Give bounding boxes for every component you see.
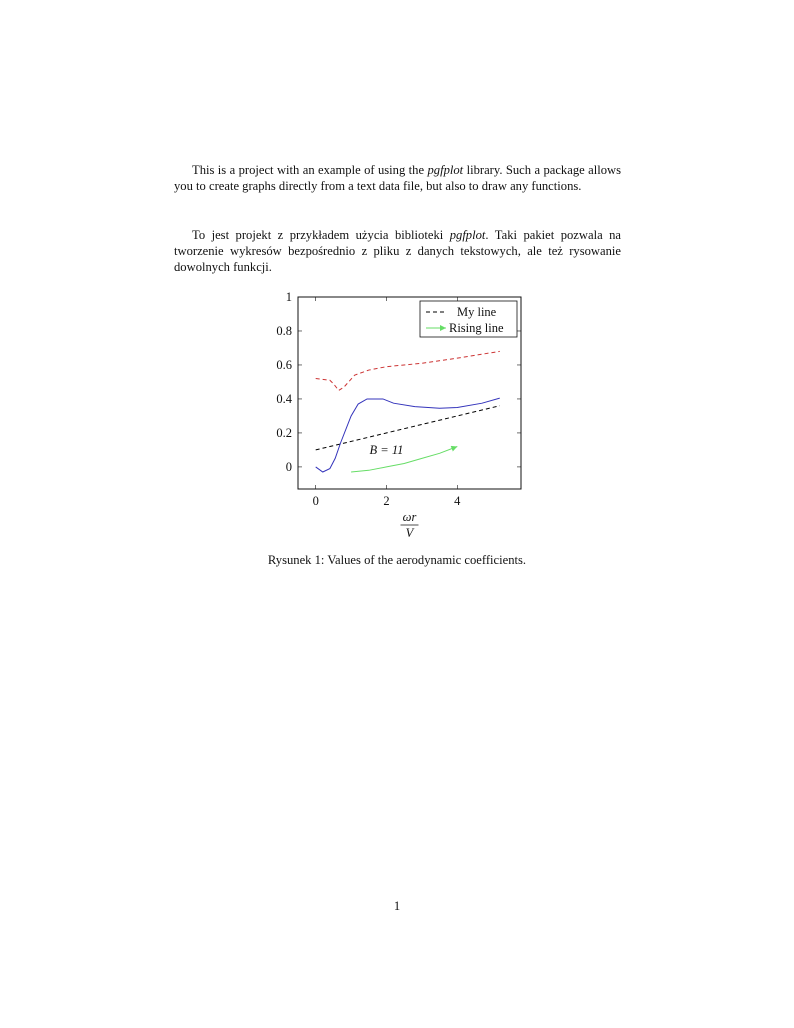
x-tick-label: 4 — [454, 494, 461, 508]
legend-label: My line — [457, 305, 497, 319]
figure-caption: Rysunek 1: Values of the aerodynamic coe… — [267, 553, 527, 567]
y-tick-label: 0.6 — [276, 358, 292, 372]
legend-label: Rising line — [449, 321, 504, 335]
paragraph-polish: To jest projekt z przykładem użycia bibl… — [174, 227, 621, 276]
series-line-3 — [315, 397, 500, 473]
y-tick-label: 0.4 — [276, 392, 292, 406]
x-axis-label-numerator: ωr — [403, 510, 417, 524]
series-line-2 — [315, 350, 500, 392]
y-tick-label: 1 — [286, 290, 292, 304]
plot-frame — [297, 296, 522, 490]
x-axis-label-denominator: V — [406, 526, 415, 540]
legend-box — [419, 300, 518, 338]
text: library. Such a package allows you to cr… — [174, 163, 621, 194]
text: To jest projekt z przykładem użycia bibl… — [192, 228, 450, 242]
series-line-1 — [351, 445, 458, 473]
paragraph-english: This is a project with an example of usi… — [174, 162, 621, 194]
x-tick-label: 2 — [383, 494, 389, 508]
emphasis: pgfplot — [449, 228, 486, 242]
legend: My line Rising line — [419, 300, 518, 338]
text: . Taki pakiet pozwala na tworzenie wykre… — [174, 228, 622, 275]
series-line-0 — [315, 405, 500, 451]
y-tick-label: 0 — [286, 460, 292, 474]
x-tick-label: 0 — [313, 494, 319, 508]
y-tick-label: 0.2 — [276, 426, 292, 440]
text: This is a project with an example of usi… — [192, 163, 428, 177]
figure-chart: 0 2 4 0 0.2 0.4 0.6 0.8 1 B = 11 My line Rising lin… — [276, 290, 522, 540]
emphasis: pgfplot — [427, 163, 464, 177]
y-tick-label: 0.8 — [276, 324, 292, 338]
annotation-label: B = 11 — [370, 443, 404, 457]
page-number: 1 — [393, 899, 401, 913]
